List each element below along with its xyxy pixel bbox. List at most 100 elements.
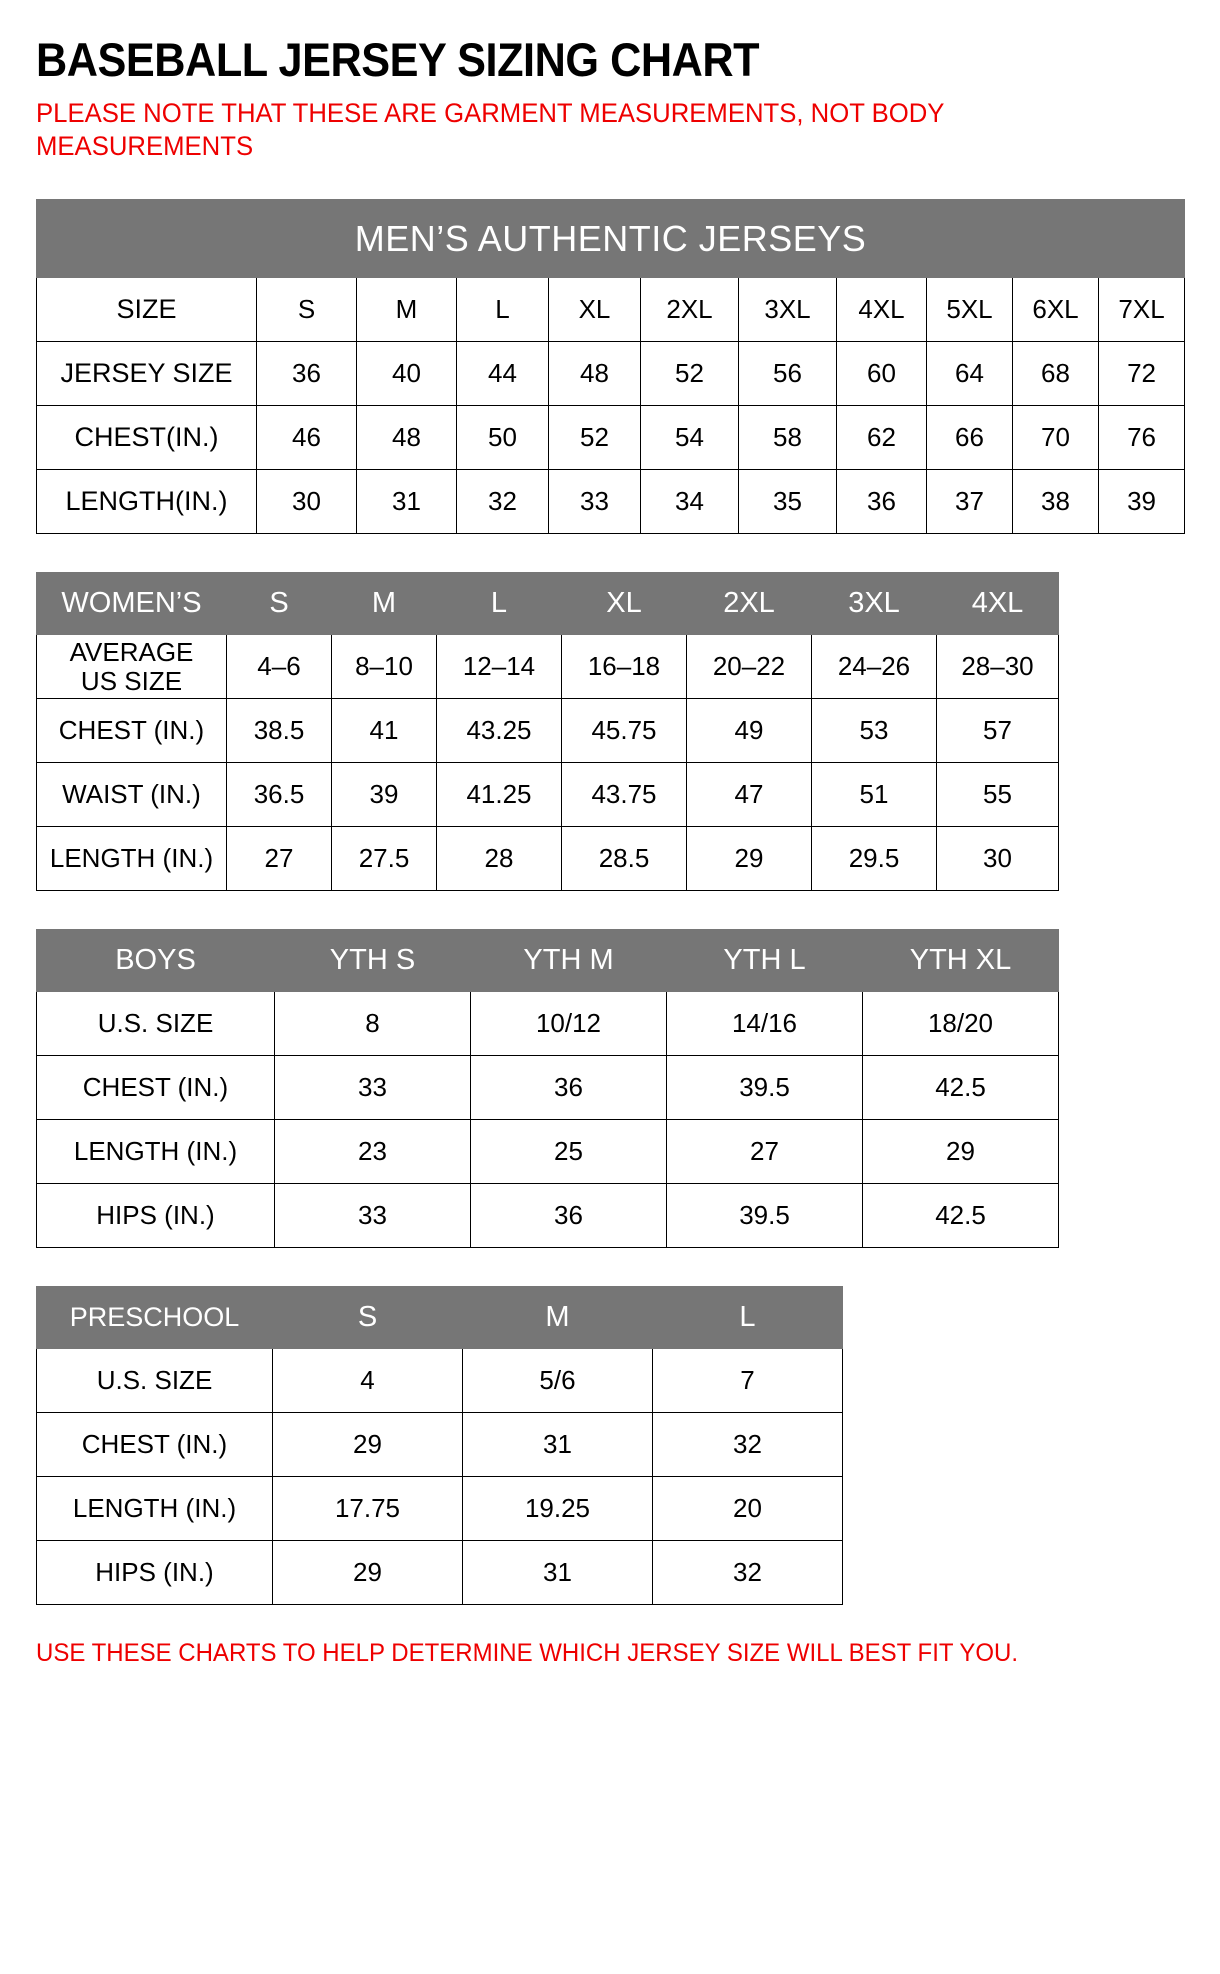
cell: 4–6 xyxy=(226,634,332,700)
cell: 30 xyxy=(256,469,357,535)
cell: 46 xyxy=(256,405,357,471)
mens-col-2xl: 2XL xyxy=(640,277,739,343)
cell: 39.5 xyxy=(666,1183,863,1249)
cell: 24–26 xyxy=(811,634,937,700)
mens-size-label: SIZE xyxy=(36,277,257,343)
boys-col-yth-l: YTH L xyxy=(666,929,863,993)
womens-col-2xl: 2XL xyxy=(686,572,812,636)
womens-col-3xl: 3XL xyxy=(811,572,937,636)
cell: 58 xyxy=(738,405,837,471)
cell: 10/12 xyxy=(470,991,667,1057)
mens-col-m: M xyxy=(356,277,457,343)
cell: 14/16 xyxy=(666,991,863,1057)
row-label: U.S. SIZE xyxy=(36,991,275,1057)
table-row: CHEST (IN.) 29 31 32 xyxy=(36,1412,843,1478)
cell: 29.5 xyxy=(811,826,937,892)
row-label: CHEST (IN.) xyxy=(36,1055,275,1121)
cell: 43.75 xyxy=(561,762,687,828)
cell: 34 xyxy=(640,469,739,535)
row-label: LENGTH (IN.) xyxy=(36,826,227,892)
cell: 23 xyxy=(274,1119,471,1185)
cell: 49 xyxy=(686,698,812,764)
cell: 72 xyxy=(1097,341,1186,407)
cell: 36 xyxy=(470,1055,667,1121)
cell: 29 xyxy=(272,1540,463,1606)
cell: 53 xyxy=(811,698,937,764)
cell: 20 xyxy=(652,1476,843,1542)
cell: 29 xyxy=(686,826,812,892)
cell: 12–14 xyxy=(436,634,562,700)
cell: 31 xyxy=(356,469,457,535)
row-label-line1: AVERAGE xyxy=(69,636,194,667)
cell: 32 xyxy=(456,469,549,535)
mens-col-6xl: 6XL xyxy=(1012,277,1099,343)
cell: 51 xyxy=(811,762,937,828)
row-label: HIPS (IN.) xyxy=(36,1540,273,1606)
cell: 28–30 xyxy=(936,634,1059,700)
cell: 4 xyxy=(272,1348,463,1414)
table-row: JERSEY SIZE 36 40 44 48 52 56 60 64 68 7… xyxy=(36,341,1186,407)
cell: 16–18 xyxy=(561,634,687,700)
cell: 8 xyxy=(274,991,471,1057)
cell: 29 xyxy=(862,1119,1059,1185)
preschool-sizing-table: PRESCHOOL S M L U.S. SIZE 4 5/6 7 CHEST … xyxy=(36,1286,843,1606)
cell: 60 xyxy=(836,341,927,407)
cell: 42.5 xyxy=(862,1183,1059,1249)
boys-col-yth-s: YTH S xyxy=(274,929,471,993)
mens-sizing-table: MEN’S AUTHENTIC JERSEYS SIZE S M L XL 2X… xyxy=(35,199,1186,535)
table-row: U.S. SIZE 8 10/12 14/16 18/20 xyxy=(36,991,1059,1057)
cell: 31 xyxy=(462,1540,653,1606)
cell: 37 xyxy=(926,469,1013,535)
cell: 45.75 xyxy=(561,698,687,764)
cell: 20–22 xyxy=(686,634,812,700)
boys-title-label: BOYS xyxy=(36,929,275,993)
cell: 52 xyxy=(640,341,739,407)
cell: 42.5 xyxy=(862,1055,1059,1121)
cell: 33 xyxy=(548,469,641,535)
womens-col-4xl: 4XL xyxy=(936,572,1059,636)
cell: 5/6 xyxy=(462,1348,653,1414)
page-title: BASEBALL JERSEY SIZING CHART xyxy=(36,33,760,86)
womens-col-s: S xyxy=(226,572,332,636)
cell: 32 xyxy=(652,1412,843,1478)
mens-table-banner: MEN’S AUTHENTIC JERSEYS xyxy=(35,199,1186,279)
mens-table-banner-row: MEN’S AUTHENTIC JERSEYS xyxy=(35,199,1186,279)
womens-col-m: M xyxy=(331,572,437,636)
boys-table-header-row: BOYS YTH S YTH M YTH L YTH XL xyxy=(36,929,1059,993)
cell: 36 xyxy=(256,341,357,407)
table-row: LENGTH (IN.) 27 27.5 28 28.5 29 29.5 30 xyxy=(36,826,1059,892)
table-row: LENGTH(IN.) 30 31 32 33 34 35 36 37 38 3… xyxy=(36,469,1186,535)
table-row: CHEST(IN.) 46 48 50 52 54 58 62 66 70 76 xyxy=(36,405,1186,471)
cell: 64 xyxy=(926,341,1013,407)
cell: 52 xyxy=(548,405,641,471)
boys-col-yth-m: YTH M xyxy=(470,929,667,993)
cell: 36 xyxy=(470,1183,667,1249)
cell: 41.25 xyxy=(436,762,562,828)
cell: 31 xyxy=(462,1412,653,1478)
row-label: CHEST (IN.) xyxy=(36,1412,273,1478)
row-label: CHEST(IN.) xyxy=(36,405,257,471)
cell: 44 xyxy=(456,341,549,407)
cell: 29 xyxy=(272,1412,463,1478)
mens-col-l: L xyxy=(456,277,549,343)
table-row: U.S. SIZE 4 5/6 7 xyxy=(36,1348,843,1414)
preschool-title-label: PRESCHOOL xyxy=(36,1286,273,1350)
mens-col-7xl: 7XL xyxy=(1097,277,1186,343)
row-label: LENGTH(IN.) xyxy=(36,469,257,535)
cell: 43.25 xyxy=(436,698,562,764)
cell: 18/20 xyxy=(862,991,1059,1057)
womens-table-header-row: WOMEN’S S M L XL 2XL 3XL 4XL xyxy=(36,572,1059,636)
womens-col-xl: XL xyxy=(561,572,687,636)
cell: 28 xyxy=(436,826,562,892)
cell: 7 xyxy=(652,1348,843,1414)
preschool-col-m: M xyxy=(462,1286,653,1350)
table-row: HIPS (IN.) 33 36 39.5 42.5 xyxy=(36,1183,1059,1249)
row-label: WAIST (IN.) xyxy=(36,762,227,828)
row-label: LENGTH (IN.) xyxy=(36,1476,273,1542)
cell: 27 xyxy=(666,1119,863,1185)
garment-measurement-note: PLEASE NOTE THAT THESE ARE GARMENT MEASU… xyxy=(36,98,944,162)
cell: 19.25 xyxy=(462,1476,653,1542)
womens-sizing-table: WOMEN’S S M L XL 2XL 3XL 4XL AVERAGE US S… xyxy=(36,572,1059,892)
cell: 36 xyxy=(836,469,927,535)
cell: 66 xyxy=(926,405,1013,471)
